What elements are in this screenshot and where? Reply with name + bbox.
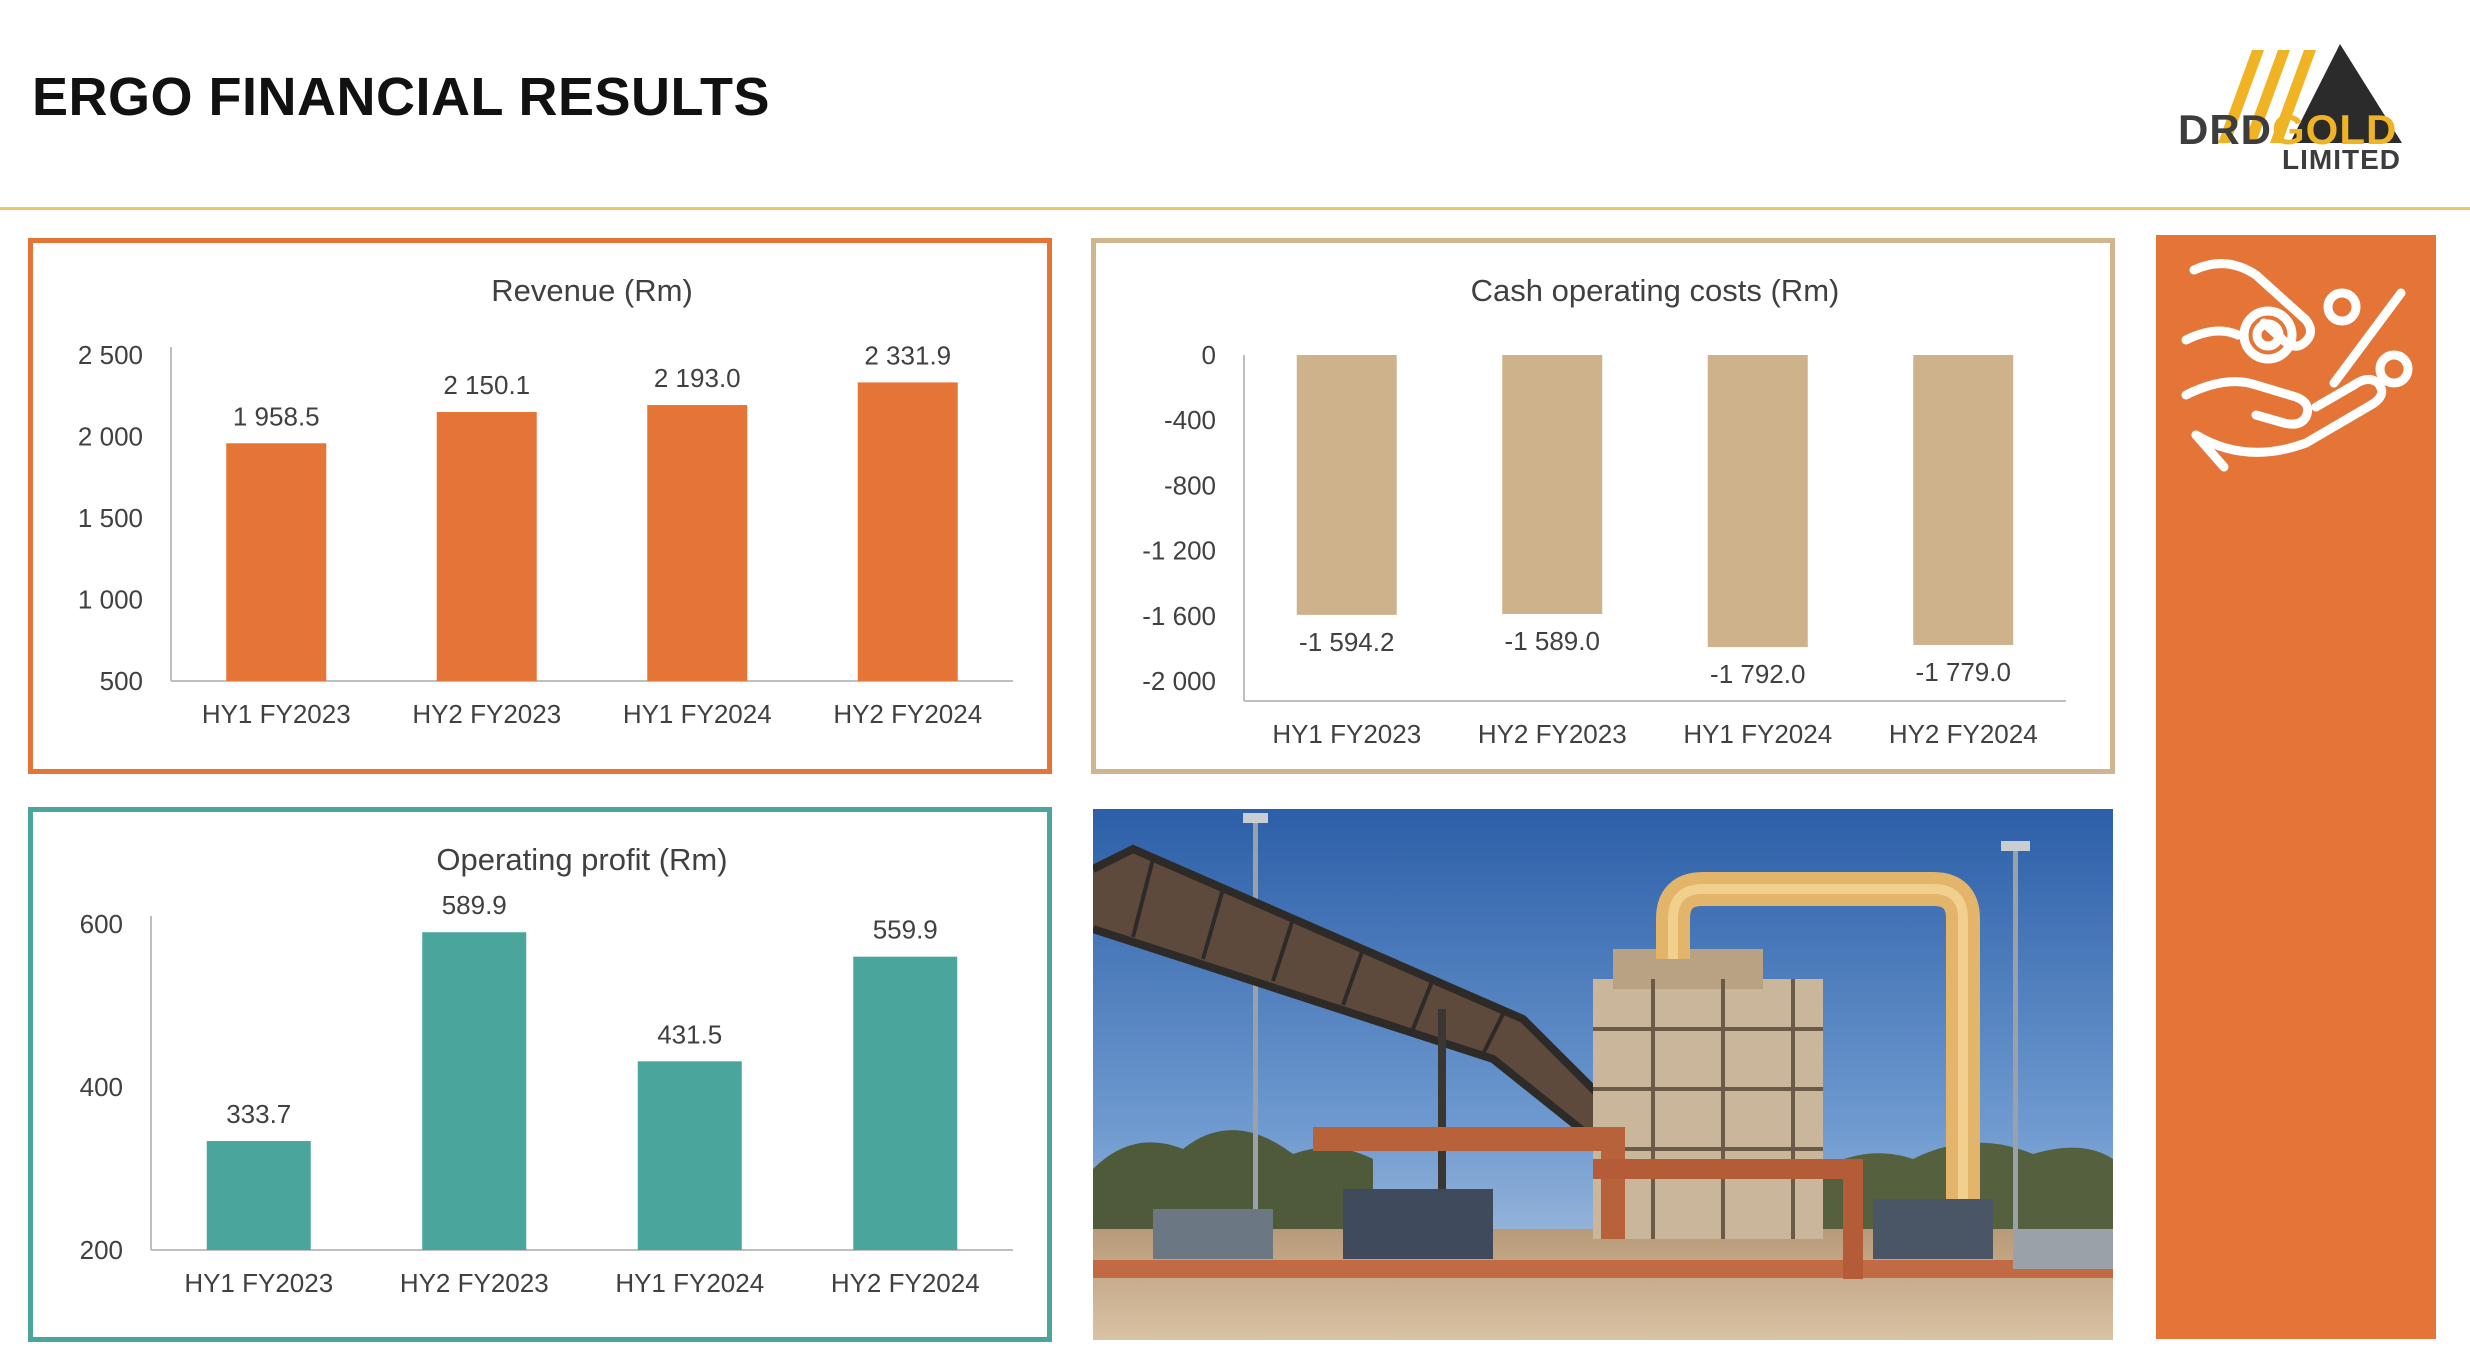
revenue-data-label: 2 331.9 xyxy=(864,340,951,370)
revenue-chart-title: Revenue (Rm) xyxy=(491,273,693,308)
logo-subtitle: LIMITED xyxy=(2282,144,2401,175)
profit-chart-title: Operating profit (Rm) xyxy=(436,842,727,877)
revenue-data-label: 2 193.0 xyxy=(654,363,741,393)
revenue-y-tick-label: 1 500 xyxy=(78,503,143,533)
revenue-y-tick-label: 1 000 xyxy=(78,585,143,615)
profit-x-tick-label: HY1 FY2024 xyxy=(615,1268,764,1298)
revenue-bar xyxy=(436,412,537,681)
plant-photo xyxy=(1093,809,2113,1340)
profit-x-tick-label: HY1 FY2023 xyxy=(184,1268,333,1298)
costs-data-label: -1 792.0 xyxy=(1710,659,1805,689)
operating-profit-chart-panel: Operating profit (Rm) 200 400 600 333.7 HY1 F… xyxy=(28,807,1052,1342)
costs-x-tick-label: HY2 FY2024 xyxy=(1889,719,2038,749)
revenue-x-tick-label: HY1 FY2024 xyxy=(623,699,772,729)
logo-wordmark: DRDGOLD xyxy=(2178,106,2397,154)
revenue-y-tick-label: 2 000 xyxy=(78,422,143,452)
revenue-x-tick-label: HY2 FY2024 xyxy=(833,699,982,729)
profit-x-tick-label: HY2 FY2024 xyxy=(831,1268,980,1298)
profit-data-label: 559.9 xyxy=(873,915,938,945)
revenue-x-tick-label: HY2 FY2023 xyxy=(412,699,561,729)
revenue-chart: Revenue (Rm) 500 1 000 1 500 2 000 2 500 1 958… xyxy=(78,273,1013,729)
profit-data-label: 431.5 xyxy=(657,1019,722,1049)
profit-data-label: 589.9 xyxy=(442,890,507,920)
sidebar-accent-panel xyxy=(2156,235,2436,1339)
profit-y-tick-label: 400 xyxy=(80,1072,123,1102)
revenue-bar xyxy=(647,405,748,681)
profit-y-tick-label: 600 xyxy=(80,909,123,939)
revenue-y-tick-label: 2 500 xyxy=(78,340,143,370)
profit-x-tick-label: HY2 FY2023 xyxy=(400,1268,549,1298)
operating-profit-chart: Operating profit (Rm) 200 400 600 333.7 HY1 F… xyxy=(80,842,1013,1298)
revenue-y-tick-label: 500 xyxy=(100,666,143,696)
revenue-data-label: 2 150.1 xyxy=(443,370,530,400)
processing-plant-image xyxy=(1093,809,2113,1340)
costs-bar xyxy=(1707,355,1808,648)
costs-y-tick-label: -1 200 xyxy=(1142,536,1216,566)
revenue-x-tick-label: HY1 FY2023 xyxy=(202,699,351,729)
costs-y-tick-label: 0 xyxy=(1202,340,1216,370)
revenue-chart-panel: Revenue (Rm) 500 1 000 1 500 2 000 2 500 1 958… xyxy=(28,238,1052,774)
revenue-data-label: 1 958.5 xyxy=(233,401,320,431)
profit-bar xyxy=(422,932,527,1250)
costs-bar xyxy=(1502,355,1603,615)
costs-bar xyxy=(1296,355,1397,615)
costs-chart-title: Cash operating costs (Rm) xyxy=(1471,273,1840,308)
profit-y-tick-label: 200 xyxy=(80,1235,123,1265)
cash-operating-costs-chart: Cash operating costs (Rm) 0 -400 -800 -1 200… xyxy=(1142,273,2066,749)
hand-coin-percent-icon xyxy=(2181,259,2413,472)
costs-y-tick-label: -1 600 xyxy=(1142,601,1216,631)
costs-data-label: -1 589.0 xyxy=(1505,626,1600,656)
costs-x-tick-label: HY2 FY2023 xyxy=(1478,719,1627,749)
profit-bar xyxy=(637,1061,742,1250)
logo-text-dark: DRD xyxy=(2178,106,2272,153)
revenue-bar xyxy=(226,443,327,681)
costs-x-tick-label: HY1 FY2023 xyxy=(1272,719,1421,749)
costs-data-label: -1 594.2 xyxy=(1299,627,1394,657)
costs-data-label: -1 779.0 xyxy=(1916,657,2011,687)
costs-y-tick-label: -2 000 xyxy=(1142,666,1216,696)
cash-operating-costs-chart-panel: Cash operating costs (Rm) 0 -400 -800 -1 200… xyxy=(1091,238,2115,774)
profit-data-label: 333.7 xyxy=(226,1099,291,1129)
logo-text-gold: GOLD xyxy=(2272,106,2398,153)
revenue-bar xyxy=(857,382,958,681)
page-title: ERGO FINANCIAL RESULTS xyxy=(32,67,771,127)
profit-bar xyxy=(853,956,958,1250)
header-divider xyxy=(0,207,2470,210)
costs-bar xyxy=(1913,355,2014,645)
logo-mark-icon xyxy=(2218,44,2402,143)
costs-y-tick-label: -800 xyxy=(1164,470,1216,500)
profit-bar xyxy=(206,1141,311,1250)
costs-x-tick-label: HY1 FY2024 xyxy=(1683,719,1832,749)
costs-y-tick-label: -400 xyxy=(1164,405,1216,435)
